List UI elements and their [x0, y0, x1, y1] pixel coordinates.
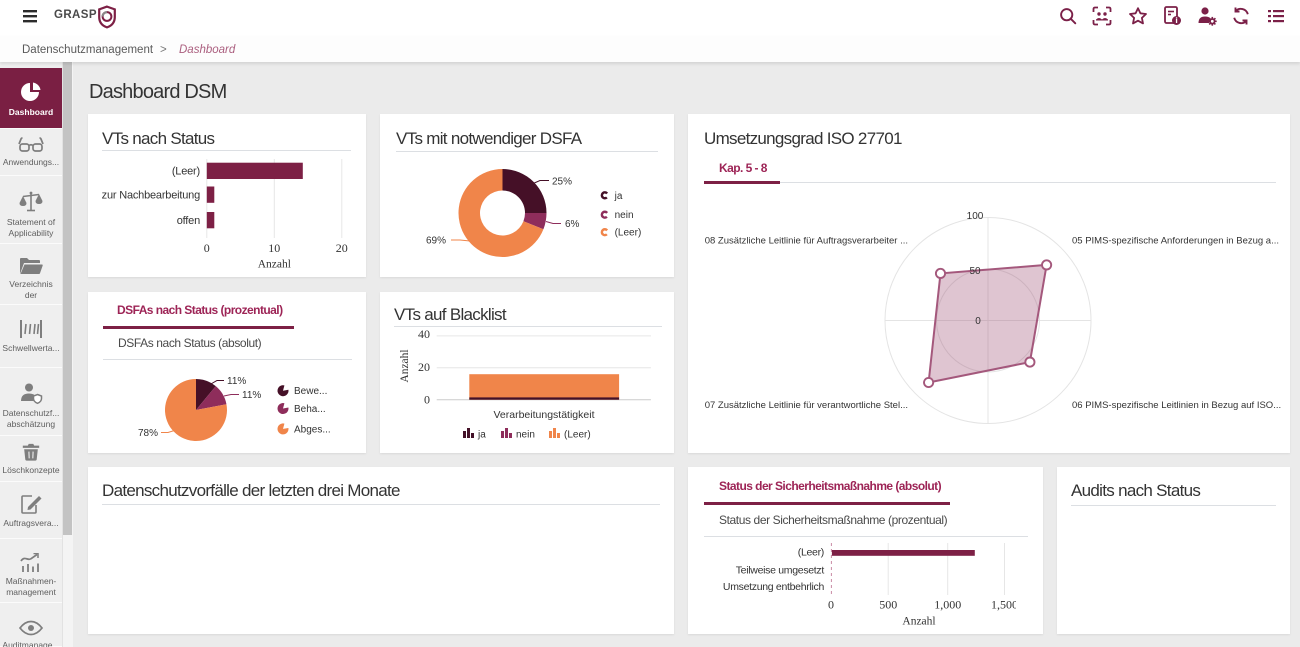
svg-text:69%: 69%: [426, 236, 446, 247]
svg-text:20: 20: [336, 241, 348, 255]
svg-text:(Leer): (Leer): [564, 430, 591, 441]
svg-text:ja: ja: [614, 191, 623, 202]
svg-text:ja: ja: [477, 430, 486, 441]
svg-text:Anzahl: Anzahl: [902, 616, 935, 628]
svg-text:06 PIMS-spezifische Leitlinien: 06 PIMS-spezifische Leitlinien in Bezug …: [1072, 400, 1281, 411]
svg-text:0: 0: [828, 598, 834, 612]
svg-text:(Leer): (Leer): [172, 166, 200, 178]
svg-text:(Leer): (Leer): [615, 228, 642, 239]
svg-text:20: 20: [418, 360, 430, 374]
svg-text:Verarbeitungstätigkeit: Verarbeitungstätigkeit: [494, 409, 595, 421]
svg-text:07 Zusätzliche Leitlinie für v: 07 Zusätzliche Leitlinie für verantwortl…: [705, 400, 908, 411]
svg-text:25%: 25%: [552, 177, 572, 188]
svg-text:Anzahl: Anzahl: [399, 349, 411, 382]
svg-text:nein: nein: [615, 210, 634, 221]
svg-text:50: 50: [969, 266, 981, 277]
svg-text:08 Zusätzliche Leitlinie für A: 08 Zusätzliche Leitlinie für Auftragsver…: [705, 236, 908, 247]
svg-text:11%: 11%: [227, 376, 246, 387]
svg-text:offen: offen: [177, 215, 200, 227]
svg-text:6%: 6%: [565, 219, 580, 230]
svg-text:Teilweise umgesetzt: Teilweise umgesetzt: [736, 565, 825, 577]
svg-text:100: 100: [967, 211, 984, 222]
svg-text:1,000: 1,000: [934, 598, 961, 612]
svg-text:(Leer): (Leer): [798, 547, 824, 559]
svg-text:Anzahl: Anzahl: [258, 259, 291, 271]
svg-text:05 PIMS-spezifische Anforderun: 05 PIMS-spezifische Anforderungen in Bez…: [1072, 236, 1279, 247]
svg-text:Umsetzung entbehrlich: Umsetzung entbehrlich: [723, 581, 825, 593]
svg-text:500: 500: [879, 598, 897, 612]
svg-text:0: 0: [424, 393, 430, 407]
svg-text:Abges...: Abges...: [294, 424, 331, 435]
svg-text:10: 10: [268, 241, 280, 255]
svg-text:zur Nachbearbeitung: zur Nachbearbeitung: [102, 190, 200, 202]
svg-text:78%: 78%: [138, 428, 158, 439]
svg-text:nein: nein: [516, 430, 535, 441]
svg-text:11%: 11%: [242, 390, 261, 401]
svg-text:0: 0: [975, 316, 981, 327]
svg-text:Bewe...: Bewe...: [294, 386, 327, 397]
svg-text:0: 0: [204, 241, 210, 255]
svg-text:40: 40: [418, 327, 430, 341]
svg-text:Beha...: Beha...: [294, 404, 326, 415]
svg-text:1,500: 1,500: [991, 598, 1016, 612]
